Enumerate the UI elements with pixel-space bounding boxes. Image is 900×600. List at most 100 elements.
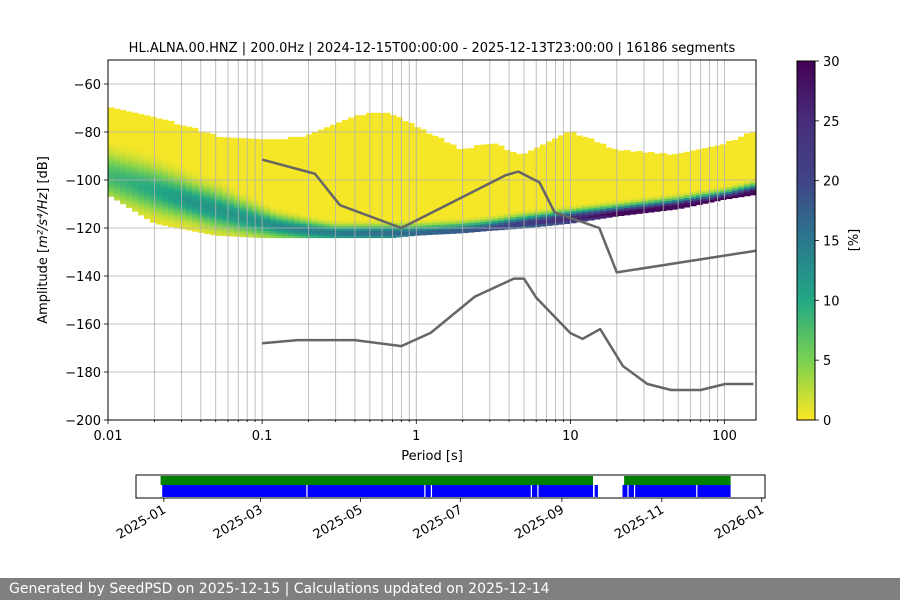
heatmap-cell	[138, 190, 145, 194]
heatmap-cell	[126, 113, 133, 117]
heatmap-cell	[192, 142, 199, 146]
heatmap-cell	[156, 209, 163, 213]
heatmap-cell	[438, 145, 445, 149]
heatmap-cell	[468, 188, 475, 192]
heatmap-cell	[366, 230, 373, 234]
heatmap-cell	[366, 144, 373, 147]
heatmap-cell	[234, 190, 241, 194]
heatmap-cell	[630, 182, 637, 186]
heatmap-cell	[408, 134, 415, 138]
heatmap-cell	[156, 173, 163, 177]
heatmap-cell	[576, 202, 583, 206]
heatmap-cell	[504, 214, 511, 218]
heatmap-cell	[726, 140, 733, 144]
heatmap-cell	[624, 171, 631, 175]
heatmap-cell	[678, 167, 685, 171]
heatmap-cell	[324, 129, 331, 133]
heatmap-cell	[696, 173, 703, 177]
heatmap-cell	[582, 153, 589, 157]
heatmap-cell	[540, 163, 547, 167]
heatmap-cell	[108, 107, 115, 111]
heatmap-cell	[642, 210, 649, 214]
heatmap-cell	[738, 155, 745, 159]
heatmap-cell	[216, 170, 223, 174]
heatmap-cell	[612, 180, 619, 184]
heatmap-cell	[348, 228, 355, 231]
heatmap-cell	[690, 152, 697, 156]
heatmap-cell	[186, 169, 193, 173]
heatmap-cell	[588, 143, 595, 147]
heatmap-cell	[264, 148, 271, 152]
heatmap-cell	[516, 175, 523, 179]
heatmap-cell	[426, 138, 433, 142]
heatmap-cell	[408, 223, 415, 227]
heatmap-cell	[564, 134, 571, 138]
heatmap-cell	[414, 151, 421, 155]
heatmap-cell	[228, 180, 235, 184]
heatmap-cell	[402, 188, 409, 192]
heatmap-cell	[564, 213, 571, 217]
heatmap-cell	[588, 203, 595, 207]
heatmap-cell	[384, 206, 391, 210]
heatmap-cell	[204, 144, 211, 148]
heatmap-cell	[486, 220, 493, 224]
heatmap-cell	[456, 172, 463, 176]
heatmap-cell	[594, 180, 601, 184]
heatmap-cell	[594, 199, 601, 203]
heatmap-cell	[624, 188, 631, 192]
heatmap-cell	[126, 176, 133, 180]
heatmap-cell	[444, 214, 451, 218]
heatmap-cell	[348, 187, 355, 191]
heatmap-cell	[570, 143, 577, 147]
heatmap-cell	[204, 151, 211, 155]
heatmap-cell	[378, 187, 385, 191]
heatmap-cell	[138, 138, 145, 141]
heatmap-cell	[246, 220, 253, 224]
heatmap-cell	[294, 163, 301, 167]
heatmap-cell	[432, 188, 439, 192]
heatmap-cell	[408, 130, 415, 134]
heatmap-cell	[480, 211, 487, 215]
heatmap-cell	[204, 214, 211, 218]
heatmap-cell	[408, 182, 415, 186]
heatmap-cell	[672, 173, 679, 177]
heatmap-cell	[138, 193, 145, 197]
heatmap-cell	[210, 225, 217, 228]
heatmap-cell	[348, 182, 355, 186]
heatmap-cell	[648, 173, 655, 177]
heatmap-cell	[306, 134, 313, 138]
heatmap-cell	[540, 199, 547, 203]
heatmap-cell	[750, 178, 756, 181]
heatmap-cell	[582, 144, 589, 148]
heatmap-cell	[354, 228, 361, 231]
heatmap-cell	[510, 207, 517, 211]
heatmap-cell	[198, 193, 205, 197]
heatmap-cell	[246, 148, 253, 152]
heatmap-cell	[174, 138, 181, 142]
heatmap-cell	[258, 215, 265, 219]
heatmap-cell	[702, 155, 709, 159]
heatmap-cell	[330, 146, 337, 150]
heatmap-cell	[288, 158, 295, 162]
heatmap-cell	[432, 231, 439, 235]
heatmap-cell	[366, 168, 373, 171]
heatmap-cell	[258, 218, 265, 222]
heatmap-cell	[330, 211, 337, 215]
heatmap-cell	[444, 142, 451, 146]
heatmap-cell	[648, 204, 655, 208]
heatmap-cell	[234, 217, 241, 220]
heatmap-cell	[450, 187, 457, 191]
heatmap-cell	[726, 186, 733, 190]
heatmap-cell	[144, 132, 151, 136]
heatmap-cell	[420, 232, 427, 236]
heatmap-cell	[234, 169, 241, 172]
heatmap-cell	[576, 147, 583, 151]
heatmap-cell	[222, 166, 229, 169]
heatmap-cell	[444, 149, 451, 153]
heatmap-cell	[594, 168, 601, 172]
heatmap-cell	[144, 168, 151, 172]
heatmap-cell	[432, 138, 439, 142]
heatmap-cell	[480, 147, 487, 150]
heatmap-cell	[570, 153, 577, 157]
heatmap-cell	[132, 177, 139, 181]
